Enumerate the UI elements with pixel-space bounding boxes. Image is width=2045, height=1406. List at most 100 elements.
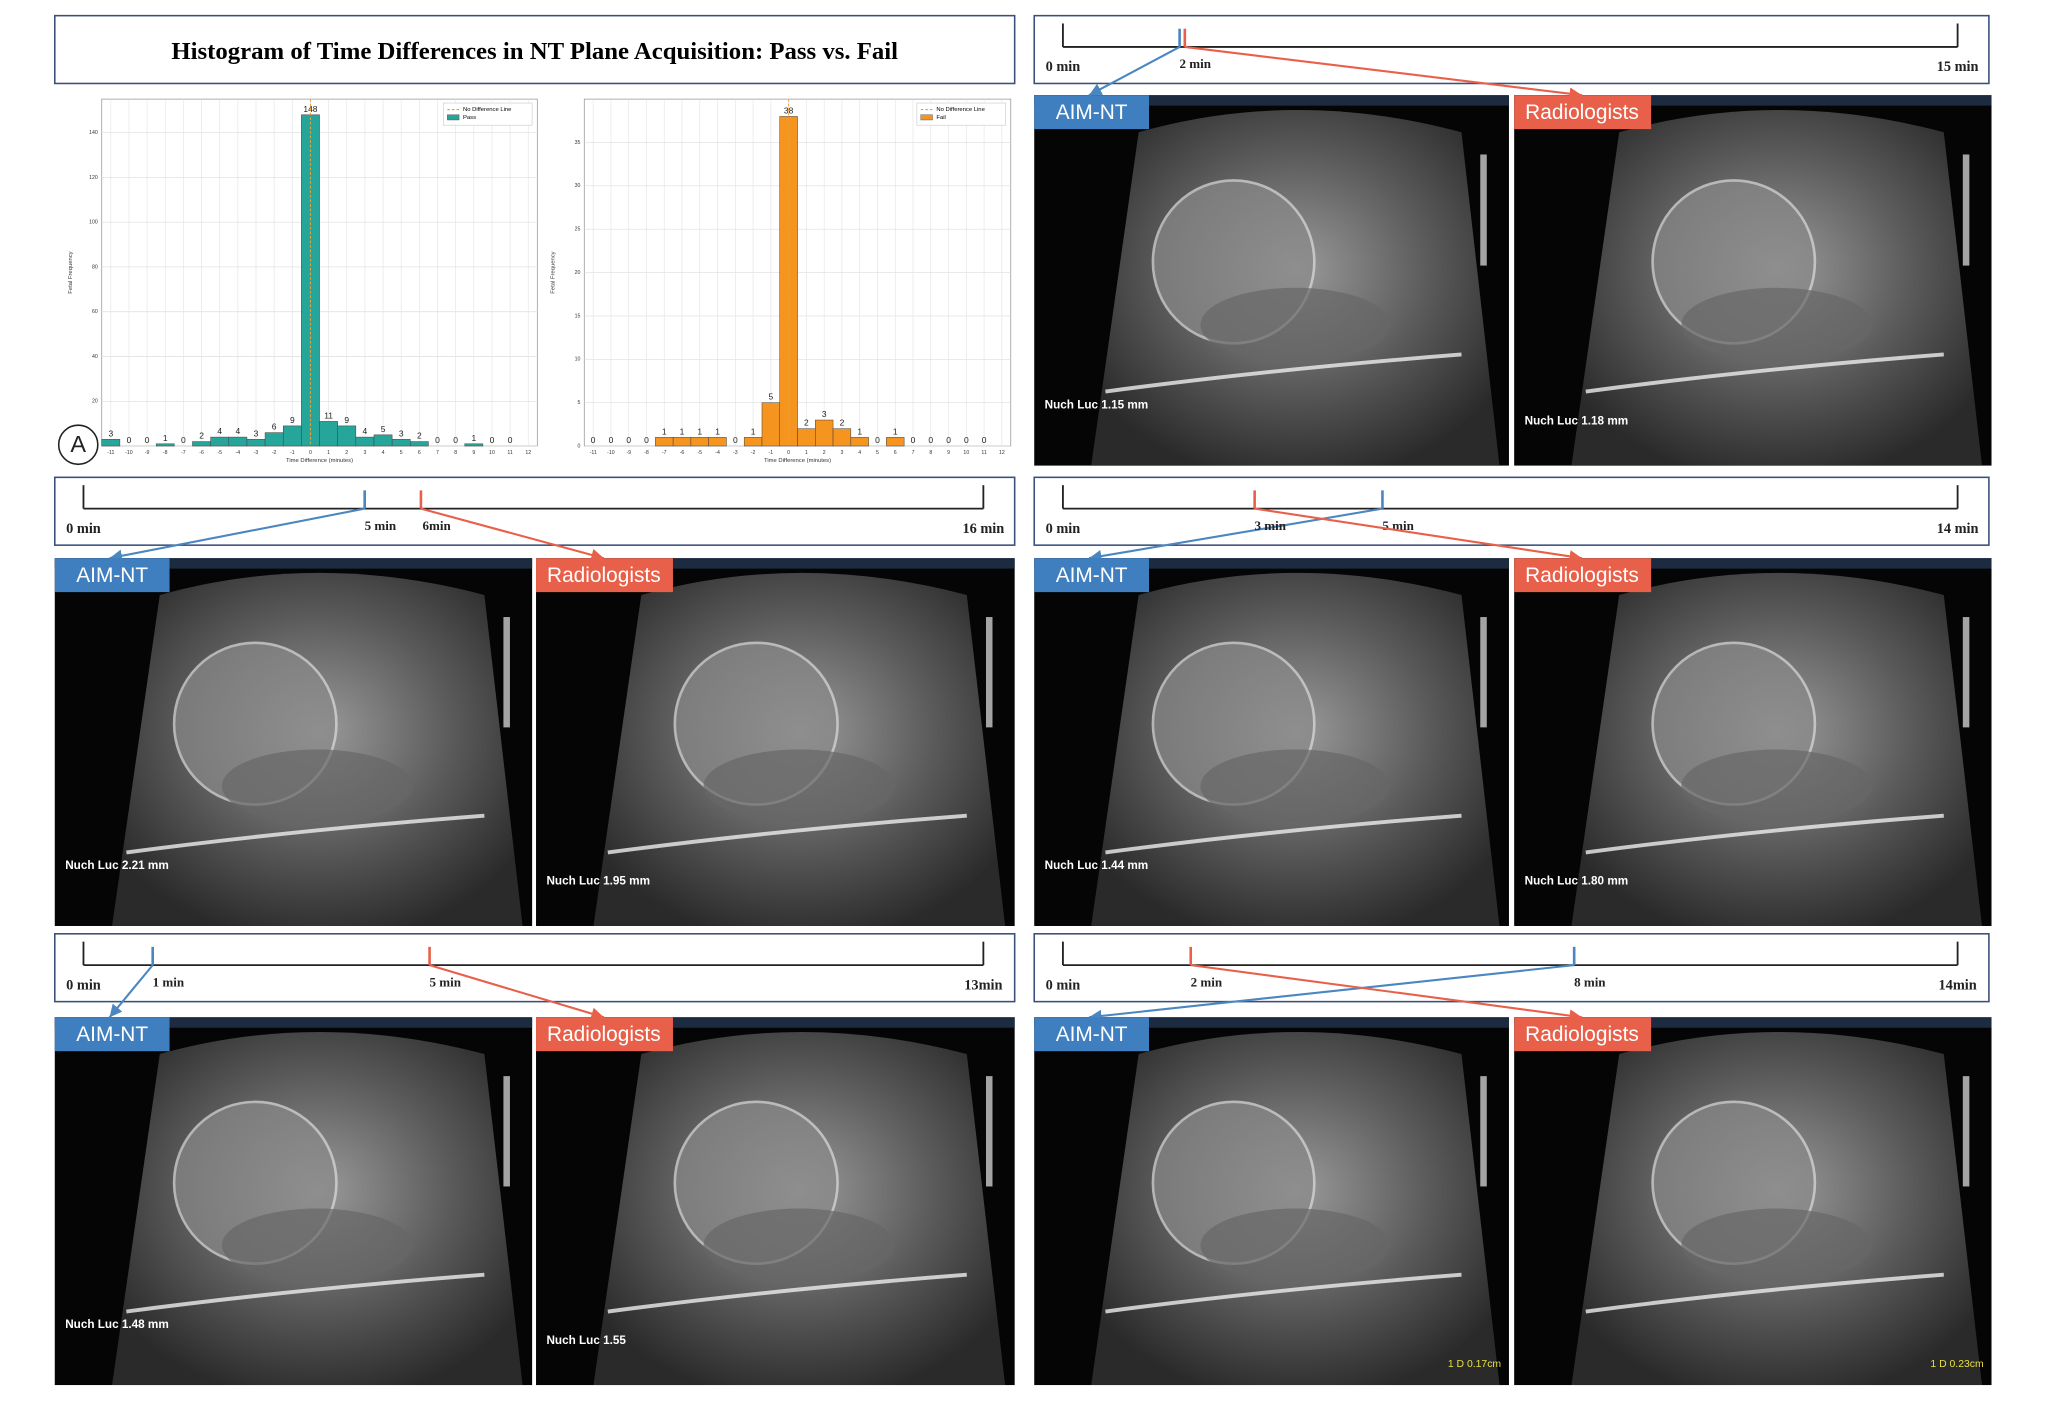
bar xyxy=(886,437,905,447)
x-tick-label: 1 xyxy=(327,450,330,456)
timeline-arrow xyxy=(1254,507,1583,563)
x-tick-label: -5 xyxy=(697,450,702,456)
value-label: 1 xyxy=(715,426,720,436)
x-tick-label: 0 xyxy=(787,450,790,456)
measurement: Nuch Luc 1.80 mm xyxy=(1525,875,1629,888)
y-tick-label: 0 xyxy=(577,443,580,449)
rad-label: Radiologists xyxy=(547,1023,661,1046)
value-label: 1 xyxy=(893,426,898,436)
x-tick-label: -3 xyxy=(254,450,259,456)
value-label: 0 xyxy=(982,435,987,445)
timeline-label: 0 min xyxy=(66,977,101,993)
bar xyxy=(815,419,834,447)
y-tick-label: 5 xyxy=(577,400,580,406)
fetal-body xyxy=(1681,1208,1873,1283)
measurement: Nuch Luc 1.15 mm xyxy=(1045,399,1149,412)
value-label: 0 xyxy=(181,435,186,445)
x-tick-label: 10 xyxy=(489,450,495,456)
gain-bar xyxy=(1962,617,1970,728)
measurement: Nuch Luc 1.55 xyxy=(546,1334,626,1347)
bar xyxy=(779,116,798,447)
measurement: Nuch Luc 1.48 mm xyxy=(65,1318,169,1331)
timeline-label: 13min xyxy=(964,977,1002,993)
x-tick-label: 4 xyxy=(382,450,385,456)
value-label: 4 xyxy=(217,426,222,436)
rad-label-box xyxy=(1514,95,1652,130)
aim-label-box xyxy=(1034,558,1150,593)
timeline-label: 5 min xyxy=(429,974,461,989)
timeline-arrow xyxy=(1190,964,1583,1022)
x-tick-label: 9 xyxy=(472,450,475,456)
bar xyxy=(761,402,781,447)
value-label: 3 xyxy=(822,409,827,419)
value-label: 1 xyxy=(751,426,756,436)
image-header xyxy=(536,1017,1015,1028)
image-header xyxy=(54,558,533,569)
rad-label-box xyxy=(1514,558,1652,593)
x-tick-label: -4 xyxy=(715,450,720,456)
value-label: 0 xyxy=(127,435,132,445)
x-tick-label: 0 xyxy=(309,450,312,456)
gain-bar xyxy=(1480,154,1487,266)
x-tick-label: 1 xyxy=(805,450,808,456)
image-header xyxy=(1514,1017,1992,1028)
bar xyxy=(708,437,727,447)
x-tick-label: -10 xyxy=(607,450,615,456)
aim-label: AIM-NT xyxy=(1056,101,1128,124)
value-label: 0 xyxy=(609,435,614,445)
x-axis-label: Time Difference (minutes) xyxy=(764,458,831,464)
x-tick-label: 7 xyxy=(912,450,915,456)
x-tick-label: 2 xyxy=(345,450,348,456)
legend-label: Pass xyxy=(463,115,476,121)
legend-label: No Difference Line xyxy=(463,107,511,113)
timeline-box xyxy=(53,933,1016,1003)
timeline-label: 16 min xyxy=(962,521,1004,537)
aim-label: AIM-NT xyxy=(76,1023,148,1046)
bar xyxy=(355,436,375,447)
timeline-label: 3 min xyxy=(1255,518,1287,533)
value-label: 3 xyxy=(254,428,259,438)
y-tick-label: 15 xyxy=(575,313,581,319)
echo-line xyxy=(126,1272,485,1314)
bar xyxy=(282,425,302,447)
timeline-arrow xyxy=(1088,507,1383,563)
value-label: 11 xyxy=(324,410,333,420)
value-label: 0 xyxy=(591,435,596,445)
timeline-label: 15 min xyxy=(1937,59,1979,75)
y-axis-label: Fetal Frequency xyxy=(68,251,74,293)
gain-bar xyxy=(1480,1076,1487,1187)
aim-label: AIM-NT xyxy=(76,564,148,587)
timeline-box xyxy=(1033,933,1990,1003)
y-tick-label: 20 xyxy=(575,270,581,276)
x-tick-label: -8 xyxy=(163,450,168,456)
rad-label: Radiologists xyxy=(547,564,661,587)
timeline-arrow xyxy=(1184,45,1583,100)
value-label: 4 xyxy=(363,426,368,436)
y-tick-label: 100 xyxy=(89,220,98,226)
x-tick-label: 9 xyxy=(947,450,950,456)
value-label: 0 xyxy=(733,435,738,445)
x-tick-label: -5 xyxy=(217,450,222,456)
rad-label-box xyxy=(536,1017,673,1052)
image-header xyxy=(1034,558,1509,569)
y-tick-label: 120 xyxy=(89,175,98,181)
x-tick-label: 10 xyxy=(963,450,969,456)
x-tick-label: -6 xyxy=(199,450,204,456)
rad-label: Radiologists xyxy=(1525,564,1639,587)
value-label: 0 xyxy=(508,435,513,445)
gain-bar xyxy=(985,1076,993,1187)
bar xyxy=(832,428,852,447)
x-tick-label: -11 xyxy=(590,450,597,456)
x-tick-label: 3 xyxy=(840,450,843,456)
x-tick-label: 8 xyxy=(454,450,457,456)
bar xyxy=(743,437,763,447)
measurement: 1 D 0.17cm xyxy=(1448,1359,1501,1370)
aim-label: AIM-NT xyxy=(1056,564,1128,587)
measurement: Nuch Luc 2.21 mm xyxy=(65,859,169,872)
timeline-box xyxy=(1033,476,1990,546)
x-tick-label: -7 xyxy=(662,450,667,456)
x-tick-label: -11 xyxy=(107,450,114,456)
x-tick-label: -7 xyxy=(181,450,186,456)
bar xyxy=(655,437,674,447)
